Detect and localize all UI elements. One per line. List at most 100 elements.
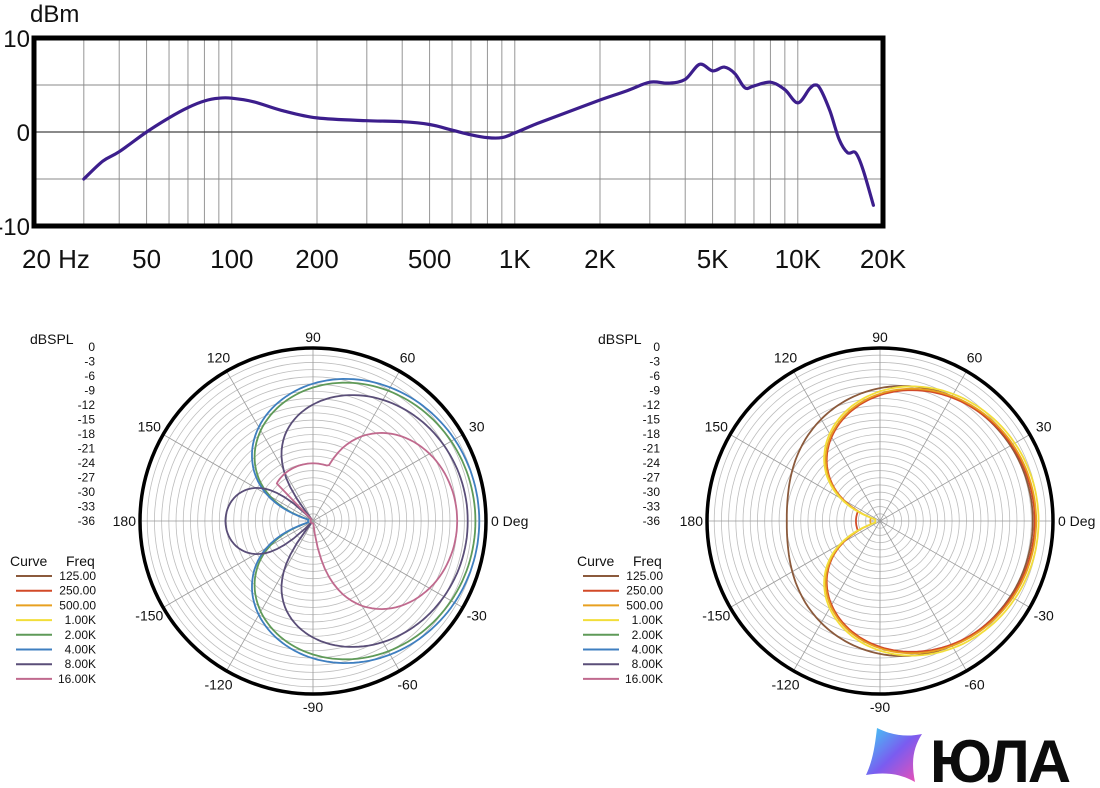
legend-header-freq: Freq xyxy=(633,553,662,569)
polar-angle-label: -30 xyxy=(467,608,487,624)
polar-outer-ring xyxy=(138,346,488,696)
polar-outer-ring xyxy=(705,346,1055,696)
legend-header-curve: Curve xyxy=(577,553,615,569)
polar-r-tick-label: -30 xyxy=(643,485,661,499)
polar-r-tick-label: 0 xyxy=(653,340,660,354)
polar-angle-label: -60 xyxy=(964,677,984,693)
freq-grid xyxy=(34,38,883,226)
polar-angle-label: -60 xyxy=(397,677,417,693)
yula-logo-text: ЮЛА xyxy=(930,728,1070,788)
freq-x-tick-label: 200 xyxy=(295,244,338,274)
polar-angle-label: 60 xyxy=(967,349,983,365)
polar-grid-spoke xyxy=(162,434,464,608)
polar-r-tick-label: -6 xyxy=(649,369,660,383)
legend-freq-label: 250.00 xyxy=(59,584,96,598)
polar-left-grid xyxy=(138,346,488,696)
polar-angle-label: -90 xyxy=(870,699,890,715)
legend-freq-label: 250.00 xyxy=(626,584,663,598)
polar-left-series xyxy=(224,378,481,664)
freq-x-tick-label: 20K xyxy=(860,244,907,274)
freq-y-tick-label: 10 xyxy=(3,26,30,53)
legend-freq-label: 2.00K xyxy=(65,628,96,642)
polar-r-tick-label: -18 xyxy=(643,427,661,441)
polar-r-tick-label: -9 xyxy=(649,384,660,398)
freq-series-line xyxy=(82,62,875,207)
polar-right-series xyxy=(785,385,1040,657)
legend-freq-label: 500.00 xyxy=(626,598,663,612)
yula-logo-icon xyxy=(866,728,922,782)
yula-logo: ЮЛА xyxy=(866,728,1072,788)
polar-series-line xyxy=(251,378,481,664)
polar-plot-right: dBSPL 0-3-6-9-12-15-18-21-24-27-30-33-36… xyxy=(577,329,1095,715)
polar-r-tick-label: -18 xyxy=(78,427,96,441)
polar-angle-label: -30 xyxy=(1034,608,1054,624)
polar-left-legend: Curve Freq 125.00250.00500.001.00K2.00K4… xyxy=(10,553,96,686)
polar-series-line xyxy=(224,394,469,648)
freq-x-tick-label: 5K xyxy=(697,244,729,274)
polar-angle-label: -150 xyxy=(702,608,730,624)
polar-right-legend: Curve Freq 125.00250.00500.001.00K2.00K4… xyxy=(577,553,663,686)
polar-series-line xyxy=(823,385,1040,657)
polar-angle-label: -120 xyxy=(771,677,799,693)
polar-r-tick-label: -30 xyxy=(78,485,96,499)
polar-r-tick-label: -6 xyxy=(84,369,95,383)
polar-r-tick-label: 0 xyxy=(88,340,95,354)
legend-freq-label: 500.00 xyxy=(59,598,96,612)
legend-freq-label: 125.00 xyxy=(626,569,663,583)
polar-angle-label: 60 xyxy=(400,349,416,365)
polar-series-line xyxy=(825,389,1036,653)
polar-r-tick-label: -3 xyxy=(649,355,660,369)
freq-x-tick-label: 500 xyxy=(408,244,451,274)
polar-right-r-ticks: 0-3-6-9-12-15-18-21-24-27-30-33-36 xyxy=(643,340,661,528)
polar-r-tick-label: -15 xyxy=(643,413,661,427)
polar-series-line xyxy=(275,432,459,610)
polar-angle-label: 120 xyxy=(207,349,231,365)
freq-x-tick-label: 1K xyxy=(499,244,531,274)
legend-freq-label: 1.00K xyxy=(65,613,96,627)
freq-x-tick-label: 10K xyxy=(775,244,822,274)
polar-left-angle-labels: 0 Deg 30 60 90 120 150 180 -150 -120 -90 -60 -30 xyxy=(113,329,529,715)
legend-freq-label: 1.00K xyxy=(632,613,663,627)
freq-x-tick-label: 100 xyxy=(210,244,253,274)
polar-plot-left: dBSPL 0-3-6-9-12-15-18-21-24-27-30-33-36… xyxy=(10,329,528,715)
legend-freq-label: 16.00K xyxy=(58,672,96,686)
polar-angle-label: 90 xyxy=(872,329,888,345)
polar-r-tick-label: -3 xyxy=(84,355,95,369)
polar-r-tick-label: -12 xyxy=(643,398,661,412)
freq-x-tick-label: 20 Hz xyxy=(22,244,90,274)
polar-angle-label: 150 xyxy=(138,419,162,435)
polar-angle-label: 0 Deg xyxy=(491,513,528,529)
polar-angle-label: 180 xyxy=(113,513,137,529)
polar-r-tick-label: -12 xyxy=(78,398,96,412)
polar-right-angle-labels: 0 Deg 30 60 90 120 150 180 -150 -120 -90 -60 -30 xyxy=(680,329,1096,715)
freq-x-tick-label: 50 xyxy=(132,244,161,274)
polar-series-line xyxy=(824,387,1038,655)
legend-freq-label: 8.00K xyxy=(632,657,663,671)
legend-header-freq: Freq xyxy=(66,553,95,569)
legend-header-curve: Curve xyxy=(10,553,48,569)
freq-y-tick-label: 0 xyxy=(17,120,30,147)
polar-angle-label: 0 Deg xyxy=(1058,513,1095,529)
freq-y-axis-label: dBm xyxy=(30,1,79,28)
freq-plot-frame xyxy=(31,35,886,229)
legend-freq-label: 2.00K xyxy=(632,628,663,642)
polar-r-tick-label: -21 xyxy=(643,442,661,456)
polar-r-tick-label: -15 xyxy=(78,413,96,427)
polar-right-r-label: dBSPL xyxy=(598,331,642,347)
legend-freq-label: 4.00K xyxy=(632,643,663,657)
freq-y-tick-label: -10 xyxy=(0,214,30,241)
legend-freq-label: 125.00 xyxy=(59,569,96,583)
polar-angle-label: -150 xyxy=(135,608,163,624)
polar-r-tick-label: -36 xyxy=(643,514,661,528)
polar-r-tick-label: -33 xyxy=(643,500,661,514)
polar-angle-label: 120 xyxy=(774,349,798,365)
freq-y-ticks: 10 0 -10 xyxy=(0,26,30,241)
polar-angle-label: -120 xyxy=(204,677,232,693)
polar-r-tick-label: -33 xyxy=(78,500,96,514)
polar-angle-label: -90 xyxy=(303,699,323,715)
polar-r-tick-label: -24 xyxy=(643,456,661,470)
polar-left-r-label: dBSPL xyxy=(30,331,74,347)
polar-r-tick-label: -36 xyxy=(78,514,96,528)
